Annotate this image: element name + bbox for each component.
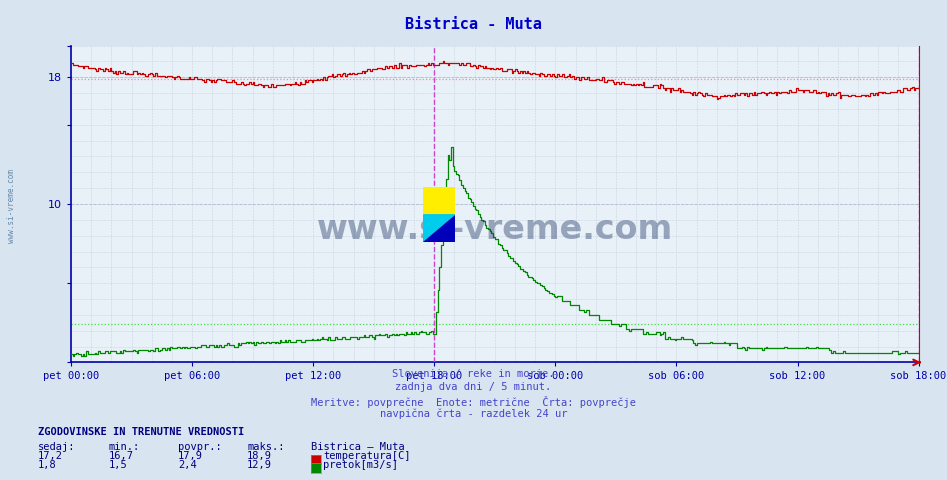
Text: 1,8: 1,8 xyxy=(38,460,57,470)
Text: Bistrica – Muta: Bistrica – Muta xyxy=(311,442,404,452)
Text: maks.:: maks.: xyxy=(247,442,285,452)
Text: 16,7: 16,7 xyxy=(109,451,134,461)
Text: min.:: min.: xyxy=(109,442,140,452)
Text: 12,9: 12,9 xyxy=(247,460,272,470)
Text: povpr.:: povpr.: xyxy=(178,442,222,452)
Text: zadnja dva dni / 5 minut.: zadnja dva dni / 5 minut. xyxy=(396,382,551,392)
Text: 18,9: 18,9 xyxy=(247,451,272,461)
Text: 17,2: 17,2 xyxy=(38,451,63,461)
Text: 1,5: 1,5 xyxy=(109,460,128,470)
Polygon shape xyxy=(423,215,455,242)
Text: pretok[m3/s]: pretok[m3/s] xyxy=(323,460,398,470)
Text: 17,9: 17,9 xyxy=(178,451,203,461)
Text: navpična črta - razdelek 24 ur: navpična črta - razdelek 24 ur xyxy=(380,409,567,420)
Text: ZGODOVINSKE IN TRENUTNE VREDNOSTI: ZGODOVINSKE IN TRENUTNE VREDNOSTI xyxy=(38,427,244,437)
Text: Slovenija / reke in morje.: Slovenija / reke in morje. xyxy=(392,369,555,379)
Text: sedaj:: sedaj: xyxy=(38,442,76,452)
Text: temperatura[C]: temperatura[C] xyxy=(323,451,410,461)
Text: www.si-vreme.com: www.si-vreme.com xyxy=(7,169,16,243)
Text: Bistrica - Muta: Bistrica - Muta xyxy=(405,17,542,32)
Text: Meritve: povprečne  Enote: metrične  Črta: povprečje: Meritve: povprečne Enote: metrične Črta:… xyxy=(311,396,636,408)
Bar xyxy=(423,187,455,215)
Text: 2,4: 2,4 xyxy=(178,460,197,470)
Text: www.si-vreme.com: www.si-vreme.com xyxy=(316,213,673,246)
Polygon shape xyxy=(423,215,455,242)
